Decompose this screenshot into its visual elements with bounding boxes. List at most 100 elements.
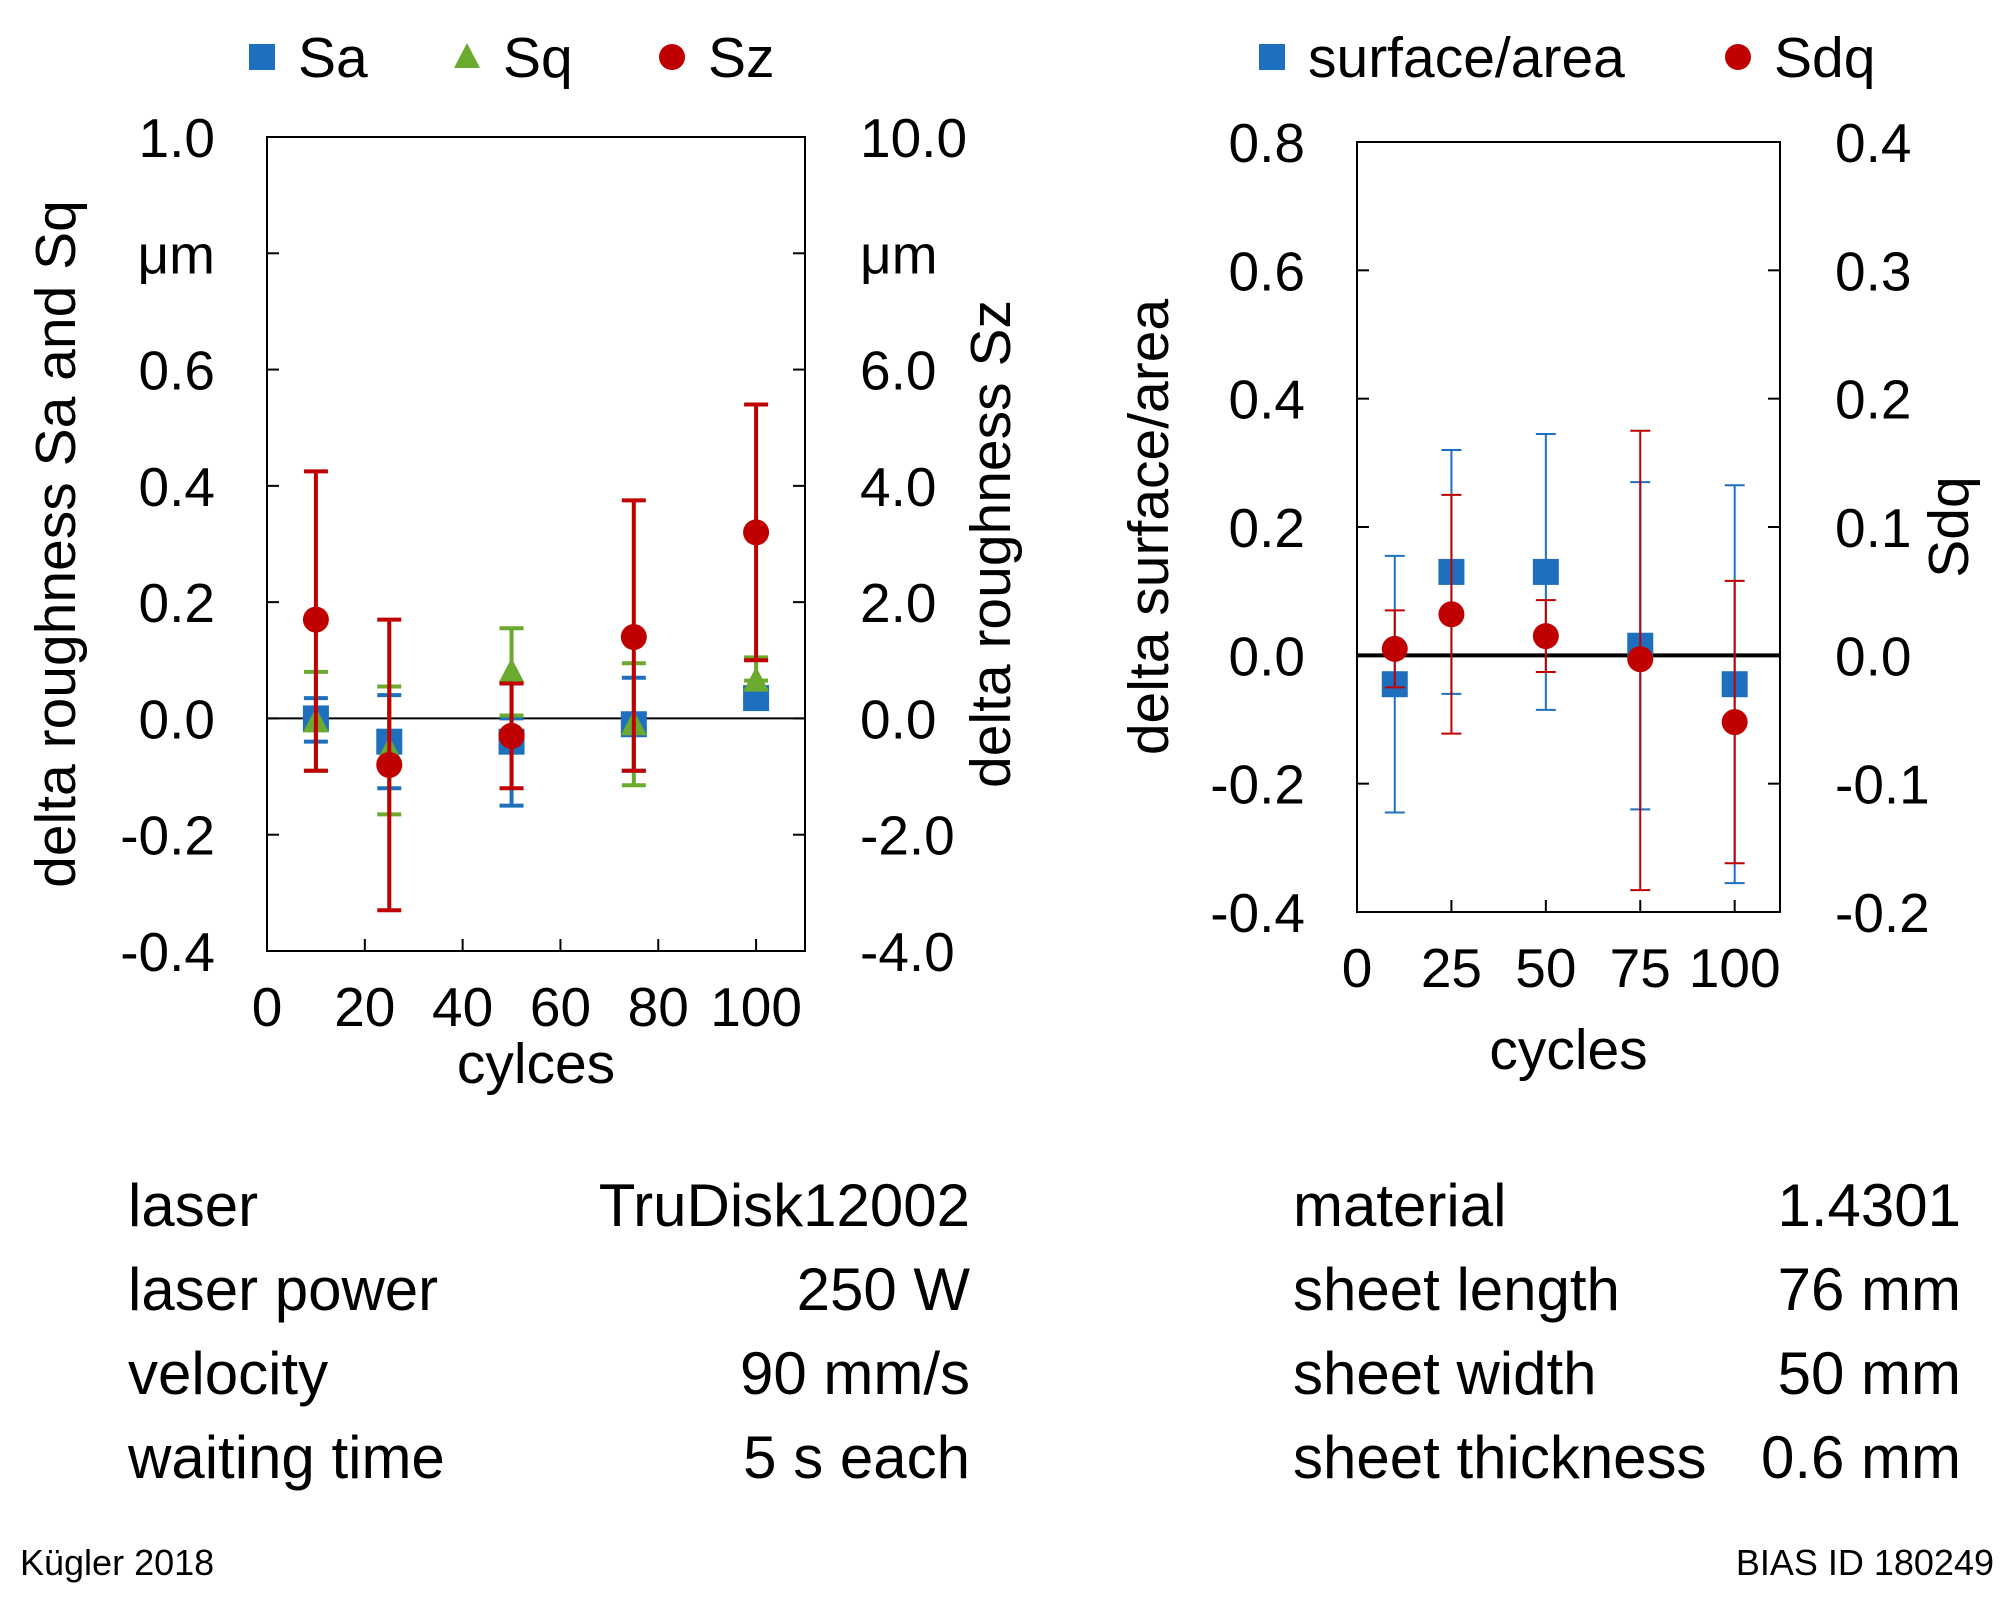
y-left-tick-label: 0.2 bbox=[1229, 497, 1305, 559]
plot-frame bbox=[266, 136, 806, 952]
chart-1: 0 20 40 60 80 100 -0.4 -0.2 0.0 0.2 0.4 0.6 μm 1.0 -4.… bbox=[24, 26, 1023, 1096]
param-value: 0.6 mm bbox=[1760, 1424, 1961, 1491]
y-right-axis-title: Sdq bbox=[1917, 476, 1981, 577]
y-right-axis-title: delta roughness Sz bbox=[959, 300, 1023, 788]
y-right-tick-label: -2.0 bbox=[860, 805, 955, 867]
param-row-sheet-length: sheet length 76 mm bbox=[1293, 1248, 1961, 1332]
x-tick-label: 20 bbox=[334, 976, 395, 1038]
y-right-tick-label: μm bbox=[860, 223, 938, 285]
y-left-tick-label: 0.0 bbox=[139, 688, 215, 750]
y-right-tick-label: -0.2 bbox=[1835, 882, 1930, 944]
data-point bbox=[743, 519, 770, 546]
legend-marker bbox=[249, 44, 275, 70]
series-sq bbox=[302, 626, 770, 817]
param-label: sheet length bbox=[1293, 1256, 1620, 1323]
data-point bbox=[302, 606, 329, 633]
data-point bbox=[1532, 558, 1559, 585]
bias-id: BIAS ID 180249 bbox=[1735, 1542, 1994, 1583]
y-left-tick-label: 1.0 bbox=[139, 107, 215, 169]
material-parameters-table: material 1.4301 sheet length 76 mm sheet… bbox=[1293, 1164, 1961, 1500]
data-point bbox=[1381, 635, 1408, 662]
y-right-tick-label: 0.0 bbox=[860, 688, 936, 750]
x-tick-label: 0 bbox=[1342, 937, 1373, 999]
y-left-tick-label: 0.8 bbox=[1229, 112, 1305, 174]
param-value: 90 mm/s bbox=[739, 1340, 970, 1407]
y-right-tick-label: -0.1 bbox=[1835, 754, 1930, 816]
data-point bbox=[1532, 623, 1559, 650]
param-label: sheet width bbox=[1293, 1340, 1597, 1407]
y-right-tick-label: 4.0 bbox=[860, 456, 936, 518]
data-point bbox=[620, 624, 647, 651]
series-sz bbox=[302, 402, 770, 913]
y-left-tick-label: -0.2 bbox=[1210, 754, 1305, 816]
y-left-tick-label: μm bbox=[137, 223, 215, 285]
series-sdq bbox=[1381, 429, 1748, 892]
legend-marker bbox=[1725, 44, 1751, 70]
y-left-tick-label: -0.4 bbox=[1210, 882, 1305, 944]
x-tick-label: 100 bbox=[1689, 937, 1781, 999]
param-value: 250 W bbox=[796, 1256, 970, 1323]
plot-frame bbox=[1356, 141, 1781, 913]
x-tick-label: 0 bbox=[252, 976, 283, 1038]
legend-label: Sdq bbox=[1774, 26, 1875, 90]
x-tick-label: 25 bbox=[1421, 937, 1482, 999]
legend-label: Sa bbox=[298, 26, 368, 90]
legend-label: Sq bbox=[503, 26, 573, 90]
y-right-tick-label: 0.2 bbox=[1835, 369, 1911, 431]
param-row-sheet-thickness: sheet thickness 0.6 mm bbox=[1293, 1416, 1961, 1500]
y-right-tick-label: 0.3 bbox=[1835, 240, 1911, 302]
y-left-tick-label: -0.2 bbox=[120, 805, 215, 867]
param-label: material bbox=[1293, 1172, 1507, 1239]
param-row-velocity: velocity 90 mm/s bbox=[128, 1332, 970, 1416]
x-tick-label: 80 bbox=[628, 976, 689, 1038]
param-row-material: material 1.4301 bbox=[1293, 1164, 1961, 1248]
series-surface-area bbox=[1381, 432, 1748, 885]
data-point bbox=[498, 657, 525, 683]
param-value: TruDisk12002 bbox=[598, 1172, 970, 1239]
param-row-waiting-time: waiting time 5 s each bbox=[128, 1416, 970, 1500]
y-right-tick-label: 6.0 bbox=[860, 340, 936, 402]
x-axis-title: cycles bbox=[1489, 1018, 1647, 1082]
y-left-tick-label: 0.6 bbox=[1229, 240, 1305, 302]
legend-label: surface/area bbox=[1308, 26, 1625, 90]
y-left-tick-label: -0.4 bbox=[120, 921, 215, 983]
data-point bbox=[376, 751, 403, 778]
y-left-axis-title: delta roughness Sa and Sq bbox=[24, 200, 88, 888]
x-axis-title: cylces bbox=[457, 1032, 615, 1096]
param-value: 76 mm bbox=[1777, 1256, 1961, 1323]
x-tick-label: 100 bbox=[710, 976, 802, 1038]
y-right-tick-label: 0.1 bbox=[1835, 497, 1911, 559]
data-point bbox=[1438, 601, 1465, 628]
data-point bbox=[1627, 646, 1654, 673]
y-right-tick-label: 0.0 bbox=[1835, 625, 1911, 687]
param-label: laser bbox=[128, 1172, 259, 1239]
chart-2: 0 25 50 75 100 -0.4 -0.2 0.0 0.2 0.4 0.6 0.8 -0.2 -0.… bbox=[1117, 26, 1981, 1082]
data-point bbox=[743, 666, 770, 692]
author-credit: Kügler 2018 bbox=[20, 1542, 215, 1583]
param-label: sheet thickness bbox=[1293, 1424, 1707, 1491]
x-tick-label: 75 bbox=[1610, 937, 1671, 999]
param-label: laser power bbox=[128, 1256, 439, 1323]
y-left-tick-label: 0.6 bbox=[139, 340, 215, 402]
y-left-axis-title: delta surface/area bbox=[1117, 299, 1181, 756]
x-tick-label: 60 bbox=[530, 976, 591, 1038]
param-row-laser-power: laser power 250 W bbox=[128, 1248, 970, 1332]
data-point bbox=[498, 722, 525, 749]
data-point bbox=[1721, 709, 1748, 736]
y-left-tick-label: 0.2 bbox=[139, 572, 215, 634]
y-right-tick-label: 0.4 bbox=[1835, 112, 1911, 174]
x-tick-label: 50 bbox=[1515, 937, 1576, 999]
laser-parameters-table: laser TruDisk12002 laser power 250 W vel… bbox=[128, 1164, 970, 1500]
legend-marker bbox=[454, 43, 480, 68]
param-label: waiting time bbox=[128, 1424, 445, 1491]
param-value: 1.4301 bbox=[1777, 1172, 1961, 1239]
y-right-tick-label: 10.0 bbox=[860, 107, 967, 169]
y-left-tick-label: 0.4 bbox=[1229, 369, 1305, 431]
legend-marker bbox=[659, 44, 685, 70]
param-row-laser: laser TruDisk12002 bbox=[128, 1164, 970, 1248]
param-value: 5 s each bbox=[743, 1424, 970, 1491]
y-left-tick-label: 0.4 bbox=[139, 456, 215, 518]
y-left-tick-label: 0.0 bbox=[1229, 625, 1305, 687]
param-value: 50 mm bbox=[1777, 1340, 1961, 1407]
